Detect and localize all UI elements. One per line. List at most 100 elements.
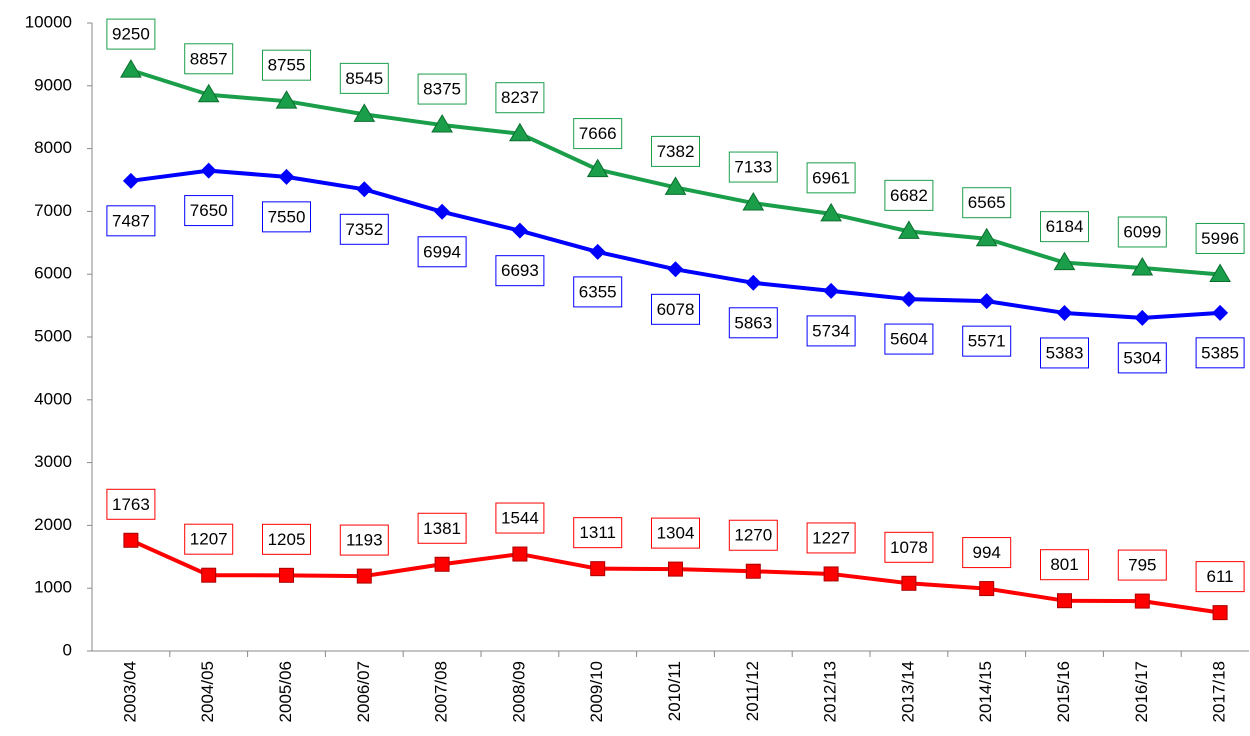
- data-label: 1763: [112, 495, 150, 514]
- marker: [1209, 263, 1231, 282]
- data-label-box: [495, 82, 545, 114]
- data-label: 801: [1050, 555, 1078, 574]
- data-label-box: [1040, 211, 1089, 243]
- data-label-box: [651, 135, 700, 167]
- data-label-box: [184, 43, 234, 75]
- data-label-box: [1040, 337, 1089, 369]
- data-label: 7550: [268, 207, 306, 226]
- data-label: 5385: [1201, 343, 1239, 362]
- data-label: 8755: [268, 56, 306, 75]
- data-label-box: [1117, 342, 1167, 374]
- x-tick-label: 2017/18: [1210, 661, 1229, 722]
- data-label-box: [1195, 337, 1245, 369]
- data-label: 5734: [812, 321, 850, 340]
- data-label: 8857: [190, 49, 228, 68]
- data-label: 1381: [423, 519, 461, 538]
- y-tick-label: 3000: [34, 452, 72, 471]
- marker: [434, 203, 451, 220]
- marker: [122, 172, 139, 189]
- marker: [353, 103, 376, 122]
- y-tick-label: 4000: [34, 389, 72, 408]
- data-label: 6184: [1046, 217, 1084, 236]
- marker: [668, 561, 683, 577]
- data-label: 5304: [1123, 348, 1161, 367]
- data-label-box: [339, 213, 389, 245]
- data-label: 1078: [890, 538, 928, 557]
- data-label: 1193: [346, 531, 383, 550]
- data-label-box: [884, 323, 934, 355]
- data-label: 5383: [1046, 343, 1084, 362]
- y-tick-label: 8000: [34, 138, 72, 157]
- data-label-box: [962, 187, 1012, 219]
- marker: [823, 566, 839, 582]
- marker: [512, 546, 528, 562]
- data-label: 5571: [968, 332, 1006, 351]
- marker: [975, 227, 998, 247]
- data-label: 8545: [345, 69, 383, 88]
- x-tick-label: 2016/17: [1132, 661, 1151, 722]
- data-label-box: [106, 488, 156, 520]
- data-label-box: [806, 162, 856, 194]
- x-tick-label: 2012/13: [821, 661, 840, 722]
- marker: [197, 83, 220, 103]
- marker: [898, 220, 920, 239]
- data-label-box: [728, 519, 778, 551]
- data-label-box: [884, 531, 934, 563]
- data-label: 7666: [579, 124, 617, 143]
- data-label: 1270: [734, 526, 772, 545]
- x-tick-label: 2007/08: [432, 661, 451, 722]
- data-label: 6994: [423, 242, 461, 261]
- data-label-box: [106, 205, 156, 237]
- data-label: 8375: [423, 80, 461, 99]
- data-label-box: [651, 517, 700, 549]
- data-label: 6961: [812, 168, 850, 187]
- data-label-box: [495, 255, 545, 287]
- data-label-box: [339, 62, 389, 94]
- marker: [978, 293, 995, 310]
- marker: [278, 168, 295, 185]
- data-label: 6565: [968, 193, 1006, 212]
- y-tick-label: 6000: [34, 264, 72, 283]
- data-label: 7133: [734, 158, 772, 177]
- x-tick-label: 2011/12: [743, 661, 762, 721]
- data-label: 1304: [657, 524, 695, 543]
- y-tick-label: 7000: [34, 201, 72, 220]
- marker: [279, 567, 294, 583]
- data-label-box: [962, 537, 1012, 569]
- x-tick-label: 2009/10: [587, 661, 606, 722]
- marker: [745, 274, 762, 291]
- marker: [745, 563, 761, 579]
- data-label-box: [728, 151, 778, 183]
- data-label-box: [1040, 549, 1089, 581]
- data-label: 1311: [579, 523, 616, 542]
- series-line: [130, 68, 1221, 277]
- data-label-box: [1195, 561, 1245, 593]
- marker: [1057, 593, 1072, 609]
- data-label-box: [417, 236, 467, 268]
- x-tick-label: 2013/14: [898, 661, 917, 722]
- marker: [823, 282, 840, 299]
- data-label-box: [806, 315, 856, 347]
- data-label: 1544: [501, 509, 539, 528]
- data-label: 5996: [1201, 229, 1239, 248]
- data-label-box: [651, 293, 700, 325]
- x-tick-label: 2014/15: [976, 661, 995, 722]
- data-label: 6682: [890, 186, 928, 205]
- marker: [1212, 304, 1229, 321]
- marker: [511, 222, 528, 239]
- data-label-box: [106, 18, 156, 50]
- data-label-box: [262, 201, 311, 233]
- data-label: 795: [1128, 556, 1156, 575]
- x-tick-label: 2015/16: [1054, 661, 1073, 722]
- marker: [590, 561, 606, 577]
- marker: [1134, 309, 1151, 326]
- x-tick-label: 2004/05: [198, 661, 217, 722]
- data-label: 7352: [345, 220, 383, 239]
- y-tick-label: 0: [63, 640, 72, 659]
- marker: [434, 556, 450, 572]
- data-label-box: [884, 179, 934, 211]
- data-label-box: [1117, 216, 1167, 248]
- marker: [1212, 605, 1228, 621]
- data-label-box: [184, 195, 234, 227]
- x-tick-label: 2008/09: [509, 661, 528, 722]
